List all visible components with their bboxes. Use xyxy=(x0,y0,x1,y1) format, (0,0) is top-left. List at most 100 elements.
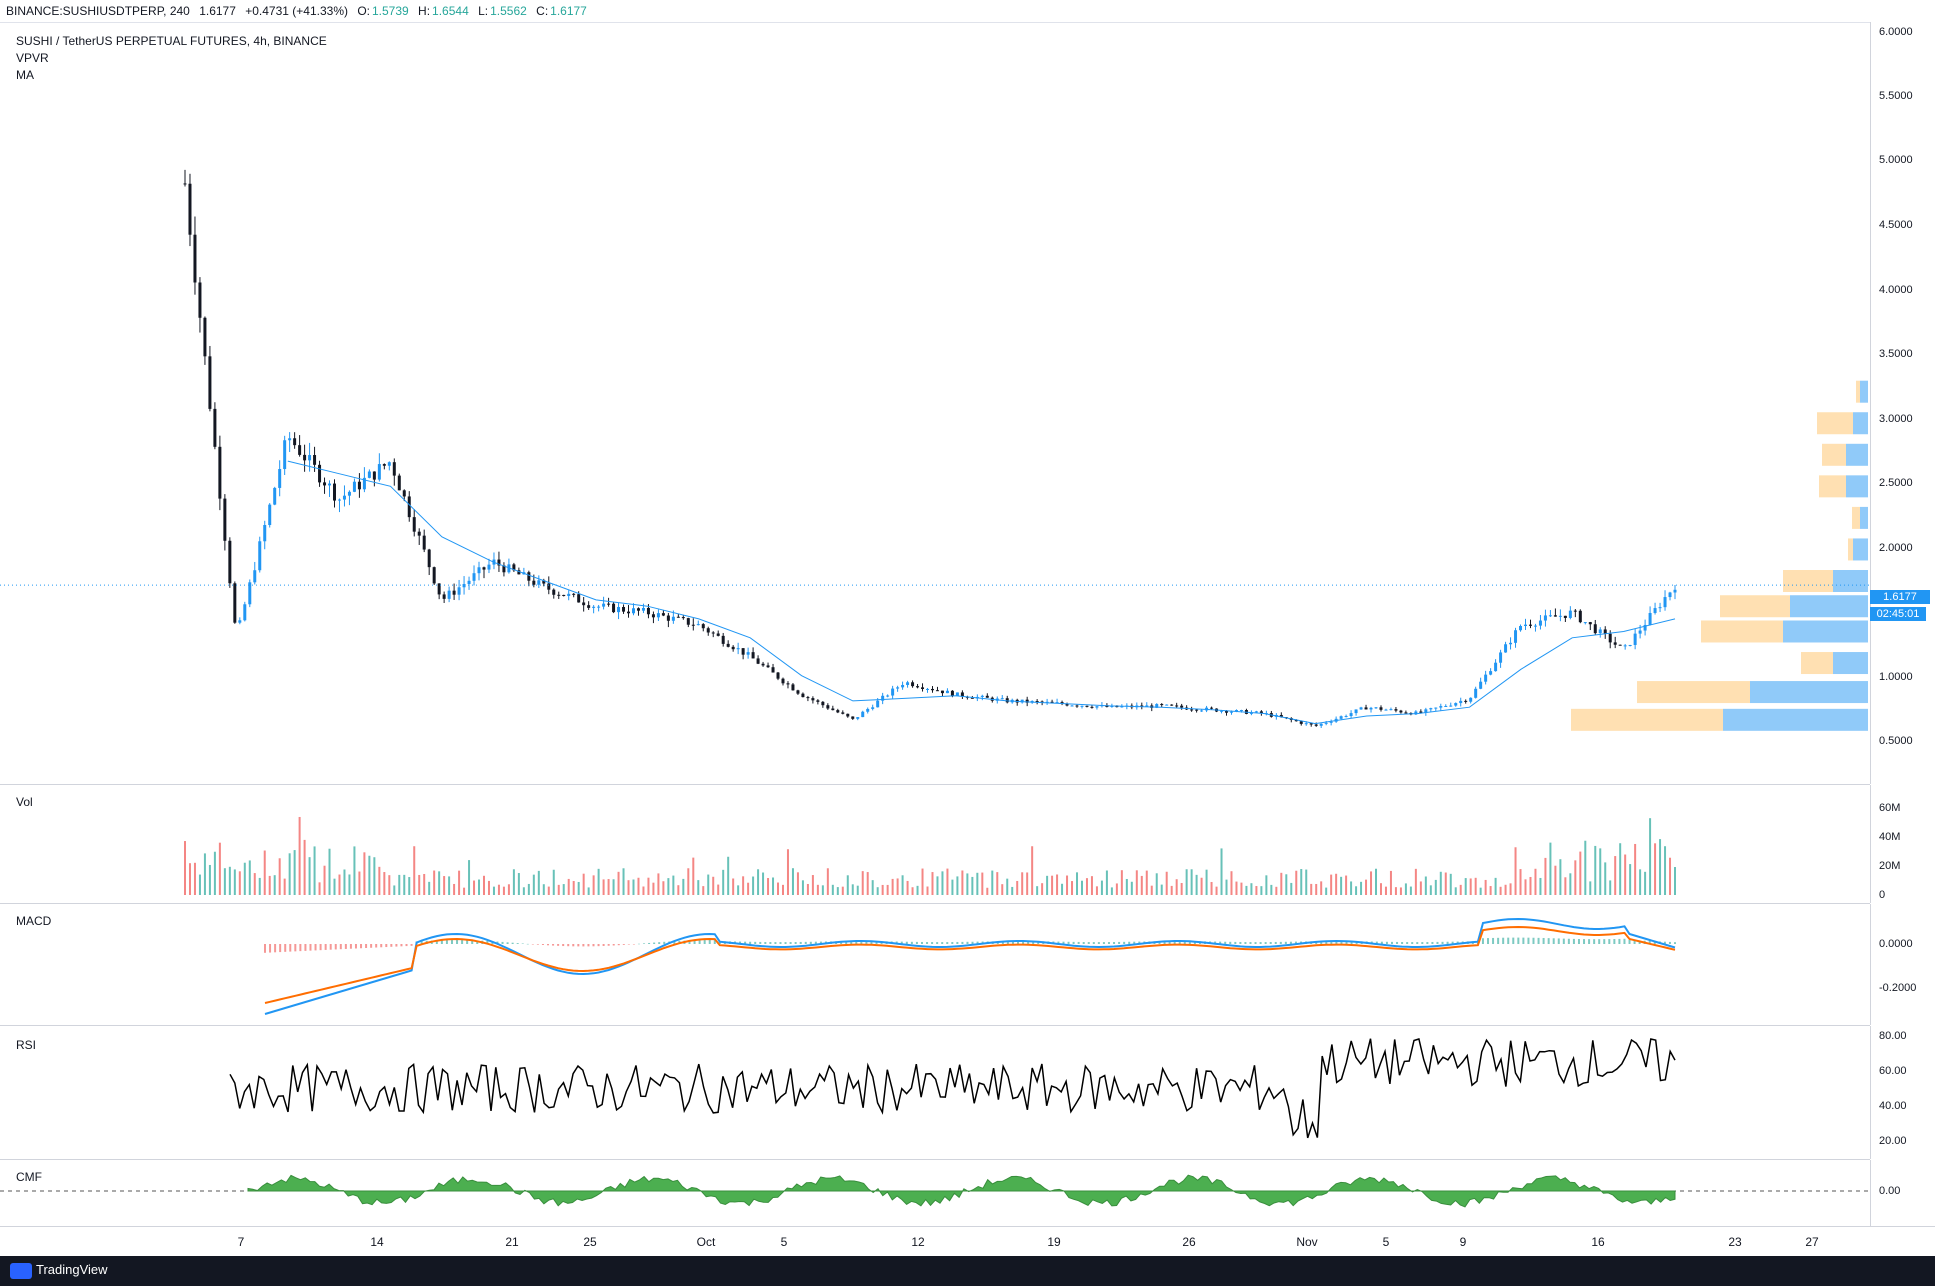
candle-body xyxy=(1419,711,1423,713)
vpvr-up-bar xyxy=(1833,652,1868,675)
volume-bar xyxy=(1464,878,1467,895)
candle-body xyxy=(841,712,845,714)
volume-bar xyxy=(1145,870,1148,895)
time-tick: 12 xyxy=(911,1235,925,1249)
cmf-pane[interactable]: CMF xyxy=(0,1160,1870,1226)
high-value: 1.6544 xyxy=(432,4,469,18)
macd-histogram-bar xyxy=(1406,942,1409,944)
macd-histogram-bar xyxy=(541,944,544,945)
price-chart[interactable] xyxy=(0,22,1870,784)
volume-bar xyxy=(607,879,610,895)
candle-body xyxy=(407,496,411,518)
time-tick: Nov xyxy=(1296,1235,1318,1249)
volume-bar xyxy=(1210,881,1213,895)
candle-body xyxy=(233,583,237,623)
price-axis[interactable]: 6.0000 5.5000 5.0000 4.5000 4.0000 3.500… xyxy=(1870,22,1935,784)
candle-body xyxy=(1234,710,1238,712)
volume-bar xyxy=(1036,886,1039,895)
time-tick: Oct xyxy=(696,1235,716,1249)
candle-body xyxy=(1528,624,1532,626)
candle-body xyxy=(293,438,297,446)
volume-bar xyxy=(1165,871,1168,895)
volume-bar xyxy=(722,869,725,895)
candle-body xyxy=(392,462,396,476)
volume-label[interactable]: Vol xyxy=(16,795,33,809)
rsi-pane[interactable]: RSI xyxy=(0,1026,1870,1160)
symbol-label[interactable]: BINANCE:SUSHIUSDTPERP, 240 xyxy=(6,4,190,18)
price-tick: 2.0000 xyxy=(1879,542,1913,554)
candle-body xyxy=(482,567,486,570)
volume-bar xyxy=(1424,876,1427,895)
volume-bar xyxy=(1474,877,1477,895)
macd-histogram-bar xyxy=(410,944,413,946)
candle-body xyxy=(921,687,925,689)
volume-bar xyxy=(856,885,859,895)
volume-bar xyxy=(1160,884,1163,895)
candle-body xyxy=(1469,697,1473,702)
rsi-label[interactable]: RSI xyxy=(16,1038,37,1052)
macd-histogram-bar xyxy=(526,943,529,945)
macd-histogram-bar xyxy=(1183,941,1186,944)
macd-histogram-bar xyxy=(602,944,605,946)
tradingview-brand[interactable]: TradingView xyxy=(36,1262,108,1277)
macd-histogram-bar xyxy=(814,941,817,944)
macd-histogram-bar xyxy=(354,944,357,949)
candle-body xyxy=(801,693,805,698)
vpvr-down-bar xyxy=(1637,681,1750,704)
macd-histogram-bar xyxy=(809,941,812,944)
candle-body xyxy=(741,648,745,655)
volume-bar xyxy=(223,868,226,895)
macd-histogram-bar xyxy=(865,941,868,944)
volume-bar xyxy=(458,870,461,895)
candle-body xyxy=(542,580,546,584)
volume-bar xyxy=(378,866,381,895)
tradingview-logo-icon[interactable] xyxy=(10,1263,32,1279)
candle-body xyxy=(337,499,341,501)
volume-bar xyxy=(293,850,296,895)
volume-bar xyxy=(796,872,799,895)
macd-histogram-bar xyxy=(435,940,438,944)
candle-body xyxy=(856,717,860,719)
candle-body xyxy=(1070,705,1074,707)
candle-body xyxy=(651,614,655,618)
volume-bar xyxy=(1335,873,1338,895)
macd-histogram-bar xyxy=(1173,941,1176,944)
volume-bar xyxy=(1150,885,1153,895)
macd-histogram-bar xyxy=(1557,938,1560,944)
candle-body xyxy=(816,700,820,702)
macd-pane[interactable]: MACD xyxy=(0,904,1870,1026)
volume-bar xyxy=(587,887,590,895)
indicator-ma[interactable]: MA xyxy=(16,68,34,82)
volume-bar xyxy=(767,878,770,895)
candle-body xyxy=(1249,712,1253,714)
volume-bar xyxy=(1379,883,1382,895)
candle-body xyxy=(786,683,790,685)
macd-histogram-bar xyxy=(329,944,332,950)
volume-bar xyxy=(373,857,376,895)
candle-body xyxy=(1648,612,1652,625)
macd-histogram-bar xyxy=(1006,941,1009,944)
volume-bar xyxy=(388,875,391,895)
candle-body xyxy=(1065,703,1069,706)
volume-bar xyxy=(408,877,411,895)
volume-bar xyxy=(1355,886,1358,895)
macd-histogram-bar xyxy=(612,944,615,946)
macd-histogram-bar xyxy=(360,944,363,949)
candle-body xyxy=(452,590,456,595)
macd-histogram-bar xyxy=(1032,941,1035,944)
candle-body xyxy=(791,684,795,691)
volume-bar xyxy=(463,887,466,895)
volume-bar xyxy=(1394,887,1397,895)
time-axis[interactable]: 7 14 21 25 Oct 5 12 19 26 Nov 5 9 16 23 … xyxy=(0,1226,1935,1257)
candle-body xyxy=(806,697,810,699)
volume-bar xyxy=(552,869,555,895)
cmf-label[interactable]: CMF xyxy=(16,1170,42,1184)
volume-bar xyxy=(861,871,864,895)
price-pane[interactable]: SUSHI / TetherUS PERPETUAL FUTURES, 4h, … xyxy=(0,22,1870,785)
volume-pane[interactable]: Vol xyxy=(0,785,1870,904)
macd-histogram-bar xyxy=(976,941,979,944)
macd-label[interactable]: MACD xyxy=(16,914,52,928)
candle-body xyxy=(686,618,690,625)
indicator-vpvr[interactable]: VPVR xyxy=(16,51,49,65)
candle-body xyxy=(1444,705,1448,707)
